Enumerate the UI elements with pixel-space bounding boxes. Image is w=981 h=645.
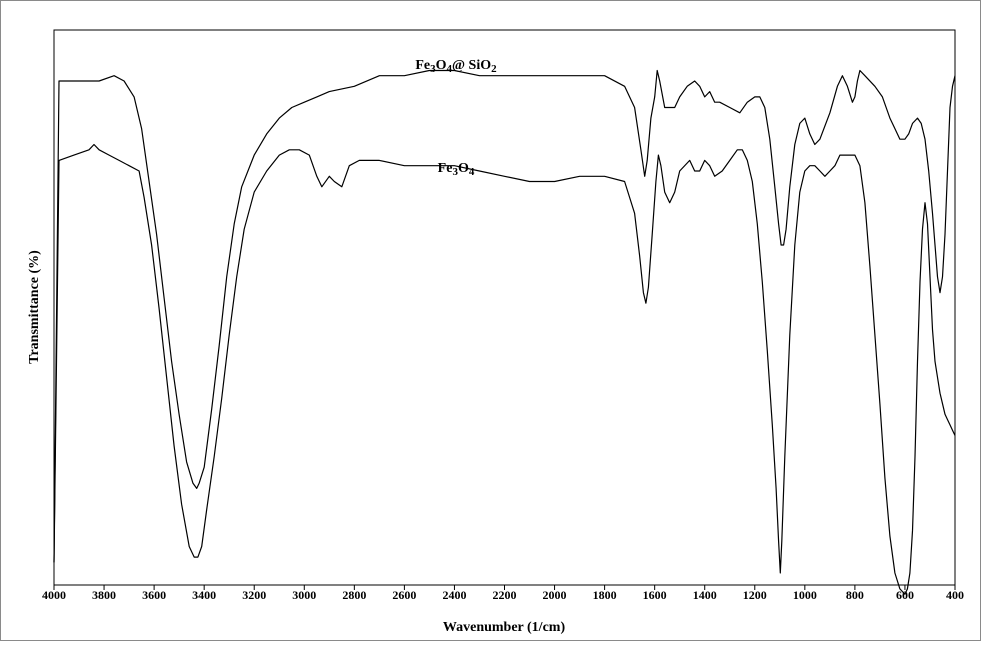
x-tick-label-3400: 3400 — [192, 588, 216, 602]
x-tick-label-4000: 4000 — [42, 588, 66, 602]
x-tick-label-2400: 2400 — [442, 588, 466, 602]
y-axis-title: Transmittance (%) — [27, 250, 42, 364]
x-tick-label-1200: 1200 — [743, 588, 767, 602]
series-line-0 — [53, 69, 956, 563]
x-tick-label-3200: 3200 — [242, 588, 266, 602]
x-tick-label-2000: 2000 — [543, 588, 567, 602]
x-tick-label-2600: 2600 — [392, 588, 416, 602]
series-label-1: Fe3O4 — [438, 161, 475, 178]
series-label-0: Fe3O4@ SiO2 — [415, 58, 497, 75]
x-tick-label-3000: 3000 — [292, 588, 316, 602]
x-axis-title: Wavenumber (1/cm) — [443, 620, 566, 635]
plot-area-border — [53, 29, 956, 586]
x-tick-label-2200: 2200 — [493, 588, 517, 602]
series-labels: Fe3O4@ SiO2 Fe3O4 — [415, 58, 497, 178]
x-tick-label-2800: 2800 — [342, 588, 366, 602]
x-axis-tick-labels: 4000 3800 3600 3400 3200 3000 2800 2600 2400 2200… — [42, 588, 964, 602]
x-tick-label-600: 600 — [896, 588, 914, 602]
series-lines — [53, 69, 956, 595]
x-axis-ticks — [53, 585, 956, 590]
x-tick-label-1800: 1800 — [593, 588, 617, 602]
x-tick-label-3800: 3800 — [92, 588, 116, 602]
x-tick-label-1600: 1600 — [643, 588, 667, 602]
x-tick-label-400: 400 — [946, 588, 964, 602]
x-tick-label-800: 800 — [846, 588, 864, 602]
x-tick-label-3600: 3600 — [142, 588, 166, 602]
series-line-1 — [53, 143, 956, 595]
x-tick-label-1400: 1400 — [693, 588, 717, 602]
x-tick-label-1000: 1000 — [793, 588, 817, 602]
